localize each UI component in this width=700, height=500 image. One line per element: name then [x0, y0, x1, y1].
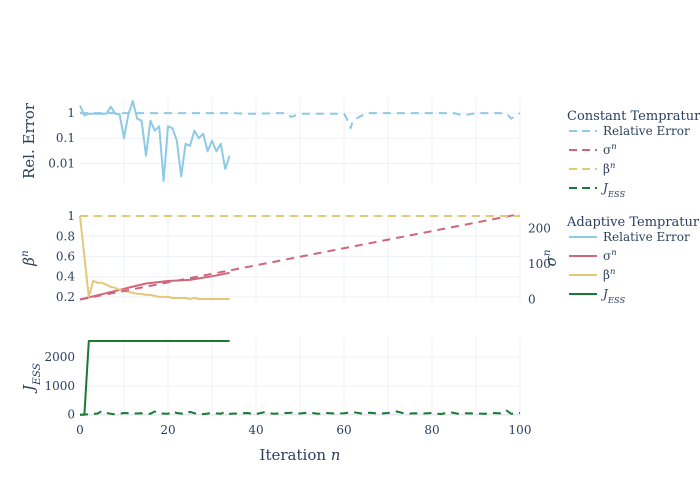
- legend-item-label[interactable]: σn: [603, 141, 617, 157]
- y-tick-label: 0.2: [56, 290, 75, 304]
- y-tick-label: 1: [67, 106, 75, 120]
- legend-group-title: Constant Temprature: [567, 109, 700, 124]
- x-tick-label: 100: [509, 423, 532, 437]
- legend-item-label[interactable]: JESS: [600, 287, 626, 305]
- legend-item-label[interactable]: σn: [603, 247, 617, 263]
- y-tick-label: 2000: [44, 350, 75, 364]
- y2-axis-title: σn: [541, 249, 560, 266]
- x-tick-label: 80: [424, 423, 439, 437]
- legend-item-label[interactable]: Relative Error: [603, 230, 690, 244]
- y2-tick-label: 200: [528, 221, 551, 235]
- rel-error-panel: 1 0.1 0.01 Rel. Error: [20, 98, 521, 184]
- legend-item-label[interactable]: Relative Error: [603, 124, 690, 138]
- x-axis-title: Iteration n: [260, 446, 341, 464]
- series-line-adaptive-temprature[interactable]: [79, 271, 230, 301]
- y-tick-label: 0: [67, 408, 75, 422]
- series-line-adaptive-temprature[interactable]: [79, 100, 231, 182]
- series-line-adaptive-temprature[interactable]: [79, 215, 230, 300]
- x-tick-label: 40: [248, 423, 263, 437]
- y-tick-label: 0.8: [56, 229, 75, 243]
- series-line-constant-temprature[interactable]: [79, 213, 521, 301]
- beta-sigma-panel: 1 0.8 0.6 0.4 0.2 0 100 200 βn σn: [19, 209, 560, 306]
- y-tick-label: 0.1: [56, 131, 75, 145]
- y-tick-label: 0.01: [48, 156, 75, 170]
- series-line-constant-temprature[interactable]: [79, 409, 521, 416]
- series-line-adaptive-temprature[interactable]: [80, 340, 230, 416]
- y-axis-title: Rel. Error: [20, 102, 38, 179]
- y-axis-title: βn: [19, 250, 38, 267]
- legend-item-label[interactable]: βn: [603, 160, 615, 176]
- legend-item-label[interactable]: βn: [603, 266, 615, 282]
- x-tick-label: 0: [76, 423, 84, 437]
- y-axis-title: JESS: [20, 363, 43, 394]
- x-tick-label: 60: [336, 423, 351, 437]
- y2-tick-label: 0: [528, 293, 536, 307]
- y-tick-label: 0.4: [56, 270, 75, 284]
- series-line-constant-temprature[interactable]: [80, 112, 521, 130]
- y-tick-label: 1000: [44, 379, 75, 393]
- y2-tick-label: 100: [528, 257, 551, 271]
- jess-panel: 2000 1000 0 JESS 0 20 40 60 80 100 Iteration n: [20, 337, 531, 464]
- legend-item-label[interactable]: JESS: [600, 181, 626, 199]
- legend-group-title: Adaptive Temprature: [566, 215, 700, 230]
- y-tick-label: 0.6: [56, 249, 75, 263]
- y-tick-label: 1: [67, 209, 75, 223]
- x-tick-label: 20: [160, 423, 175, 437]
